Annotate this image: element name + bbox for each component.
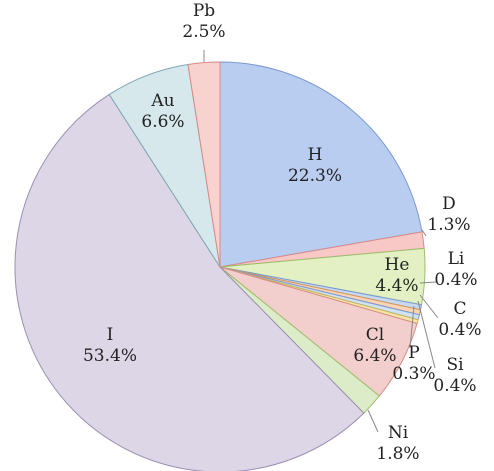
slice-name: Li	[448, 249, 465, 269]
pie-slice-h	[219, 61, 423, 268]
pie-slice-pb	[187, 61, 221, 268]
leader-line-si	[417, 300, 436, 369]
slice-percent: 0.4%	[433, 376, 476, 396]
leader-line-p	[409, 305, 415, 349]
slice-label-li: Li 0.4%	[434, 249, 477, 290]
leader-line-ni	[367, 409, 379, 433]
slice-percent: 4.4%	[375, 276, 418, 296]
slice-name: Ni	[388, 423, 409, 443]
slice-name: P	[408, 343, 419, 363]
slice-percent: 0.3%	[392, 364, 435, 384]
slice-percent: 0.4%	[438, 320, 481, 340]
slice-label-c: C 0.4%	[438, 299, 481, 340]
slice-label-he: He 4.4%	[375, 255, 418, 296]
slice-name: I	[107, 325, 114, 345]
slice-name: C	[453, 299, 466, 319]
slice-label-d: D 1.3%	[427, 194, 470, 235]
slice-label-h: H 22.3%	[288, 145, 342, 186]
slice-label-p: P 0.3%	[392, 343, 435, 384]
slice-label-si: Si 0.4%	[433, 355, 476, 396]
slice-percent: 6.4%	[353, 346, 396, 366]
pie-slice-i	[14, 93, 365, 471]
slice-percent: 1.3%	[427, 215, 470, 235]
slice-percent: 2.5%	[182, 22, 225, 42]
leader-line-li	[419, 281, 438, 284]
slice-label-au: Au 6.6%	[141, 91, 184, 132]
slice-label-ni: Ni 1.8%	[376, 423, 419, 464]
slice-name: Au	[150, 91, 174, 111]
slice-labels: H 22.3%D 1.3%He 4.4%Li 0.4%C 0.4%Si 0.4%P 0.3%C…	[83, 1, 482, 464]
slice-name: Pb	[193, 1, 215, 21]
slice-name: Cl	[366, 325, 384, 345]
leader-lines	[203, 50, 439, 433]
slice-percent: 0.4%	[434, 270, 477, 290]
slice-name: Si	[446, 355, 464, 375]
slice-label-cl: Cl 6.4%	[353, 325, 396, 366]
slice-name: H	[308, 145, 323, 165]
slice-label-i: I 53.4%	[83, 325, 137, 366]
leader-line-c	[419, 294, 439, 319]
slice-percent: 6.6%	[141, 112, 184, 132]
slice-percent: 1.8%	[376, 444, 419, 464]
pie-slices	[14, 61, 426, 471]
slice-label-pb: Pb 2.5%	[182, 1, 225, 42]
slice-percent: 53.4%	[83, 346, 137, 366]
slice-percent: 22.3%	[288, 166, 342, 186]
leader-line-d	[421, 229, 427, 237]
slice-name: He	[385, 255, 410, 275]
slice-name: D	[442, 194, 456, 214]
